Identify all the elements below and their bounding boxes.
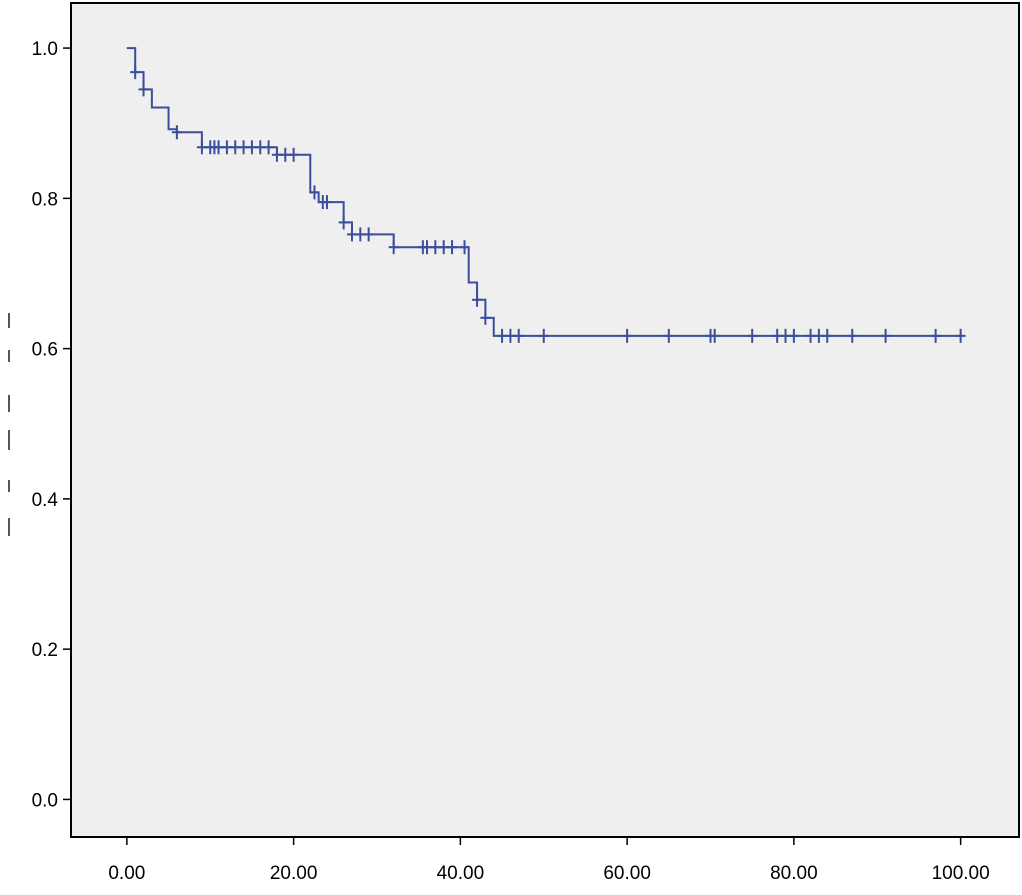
x-tick-label: 100.00 — [932, 863, 990, 884]
x-tick-label: 0.00 — [108, 863, 145, 884]
y-tick-label: 0.2 — [32, 640, 58, 661]
y-tick-label: 1.0 — [32, 39, 58, 60]
x-tick-label: 40.00 — [437, 863, 485, 884]
y-tick-label: 0.0 — [32, 790, 58, 811]
censor-marks — [130, 65, 966, 343]
x-axis: 0.00 20.00 40.00 60.00 80.00 100.00 — [108, 837, 990, 884]
plot-area — [70, 2, 1020, 838]
x-tick-label: 20.00 — [270, 863, 318, 884]
y-tick-label: 0.6 — [32, 340, 58, 361]
y-tick-label: 0.4 — [32, 490, 59, 511]
x-tick-label: 60.00 — [603, 863, 651, 884]
x-tick-label: 80.00 — [770, 863, 818, 884]
y-axis: 0.0 0.2 0.4 0.6 0.8 1.0 — [32, 39, 71, 811]
y-tick-label: 0.8 — [32, 189, 58, 210]
